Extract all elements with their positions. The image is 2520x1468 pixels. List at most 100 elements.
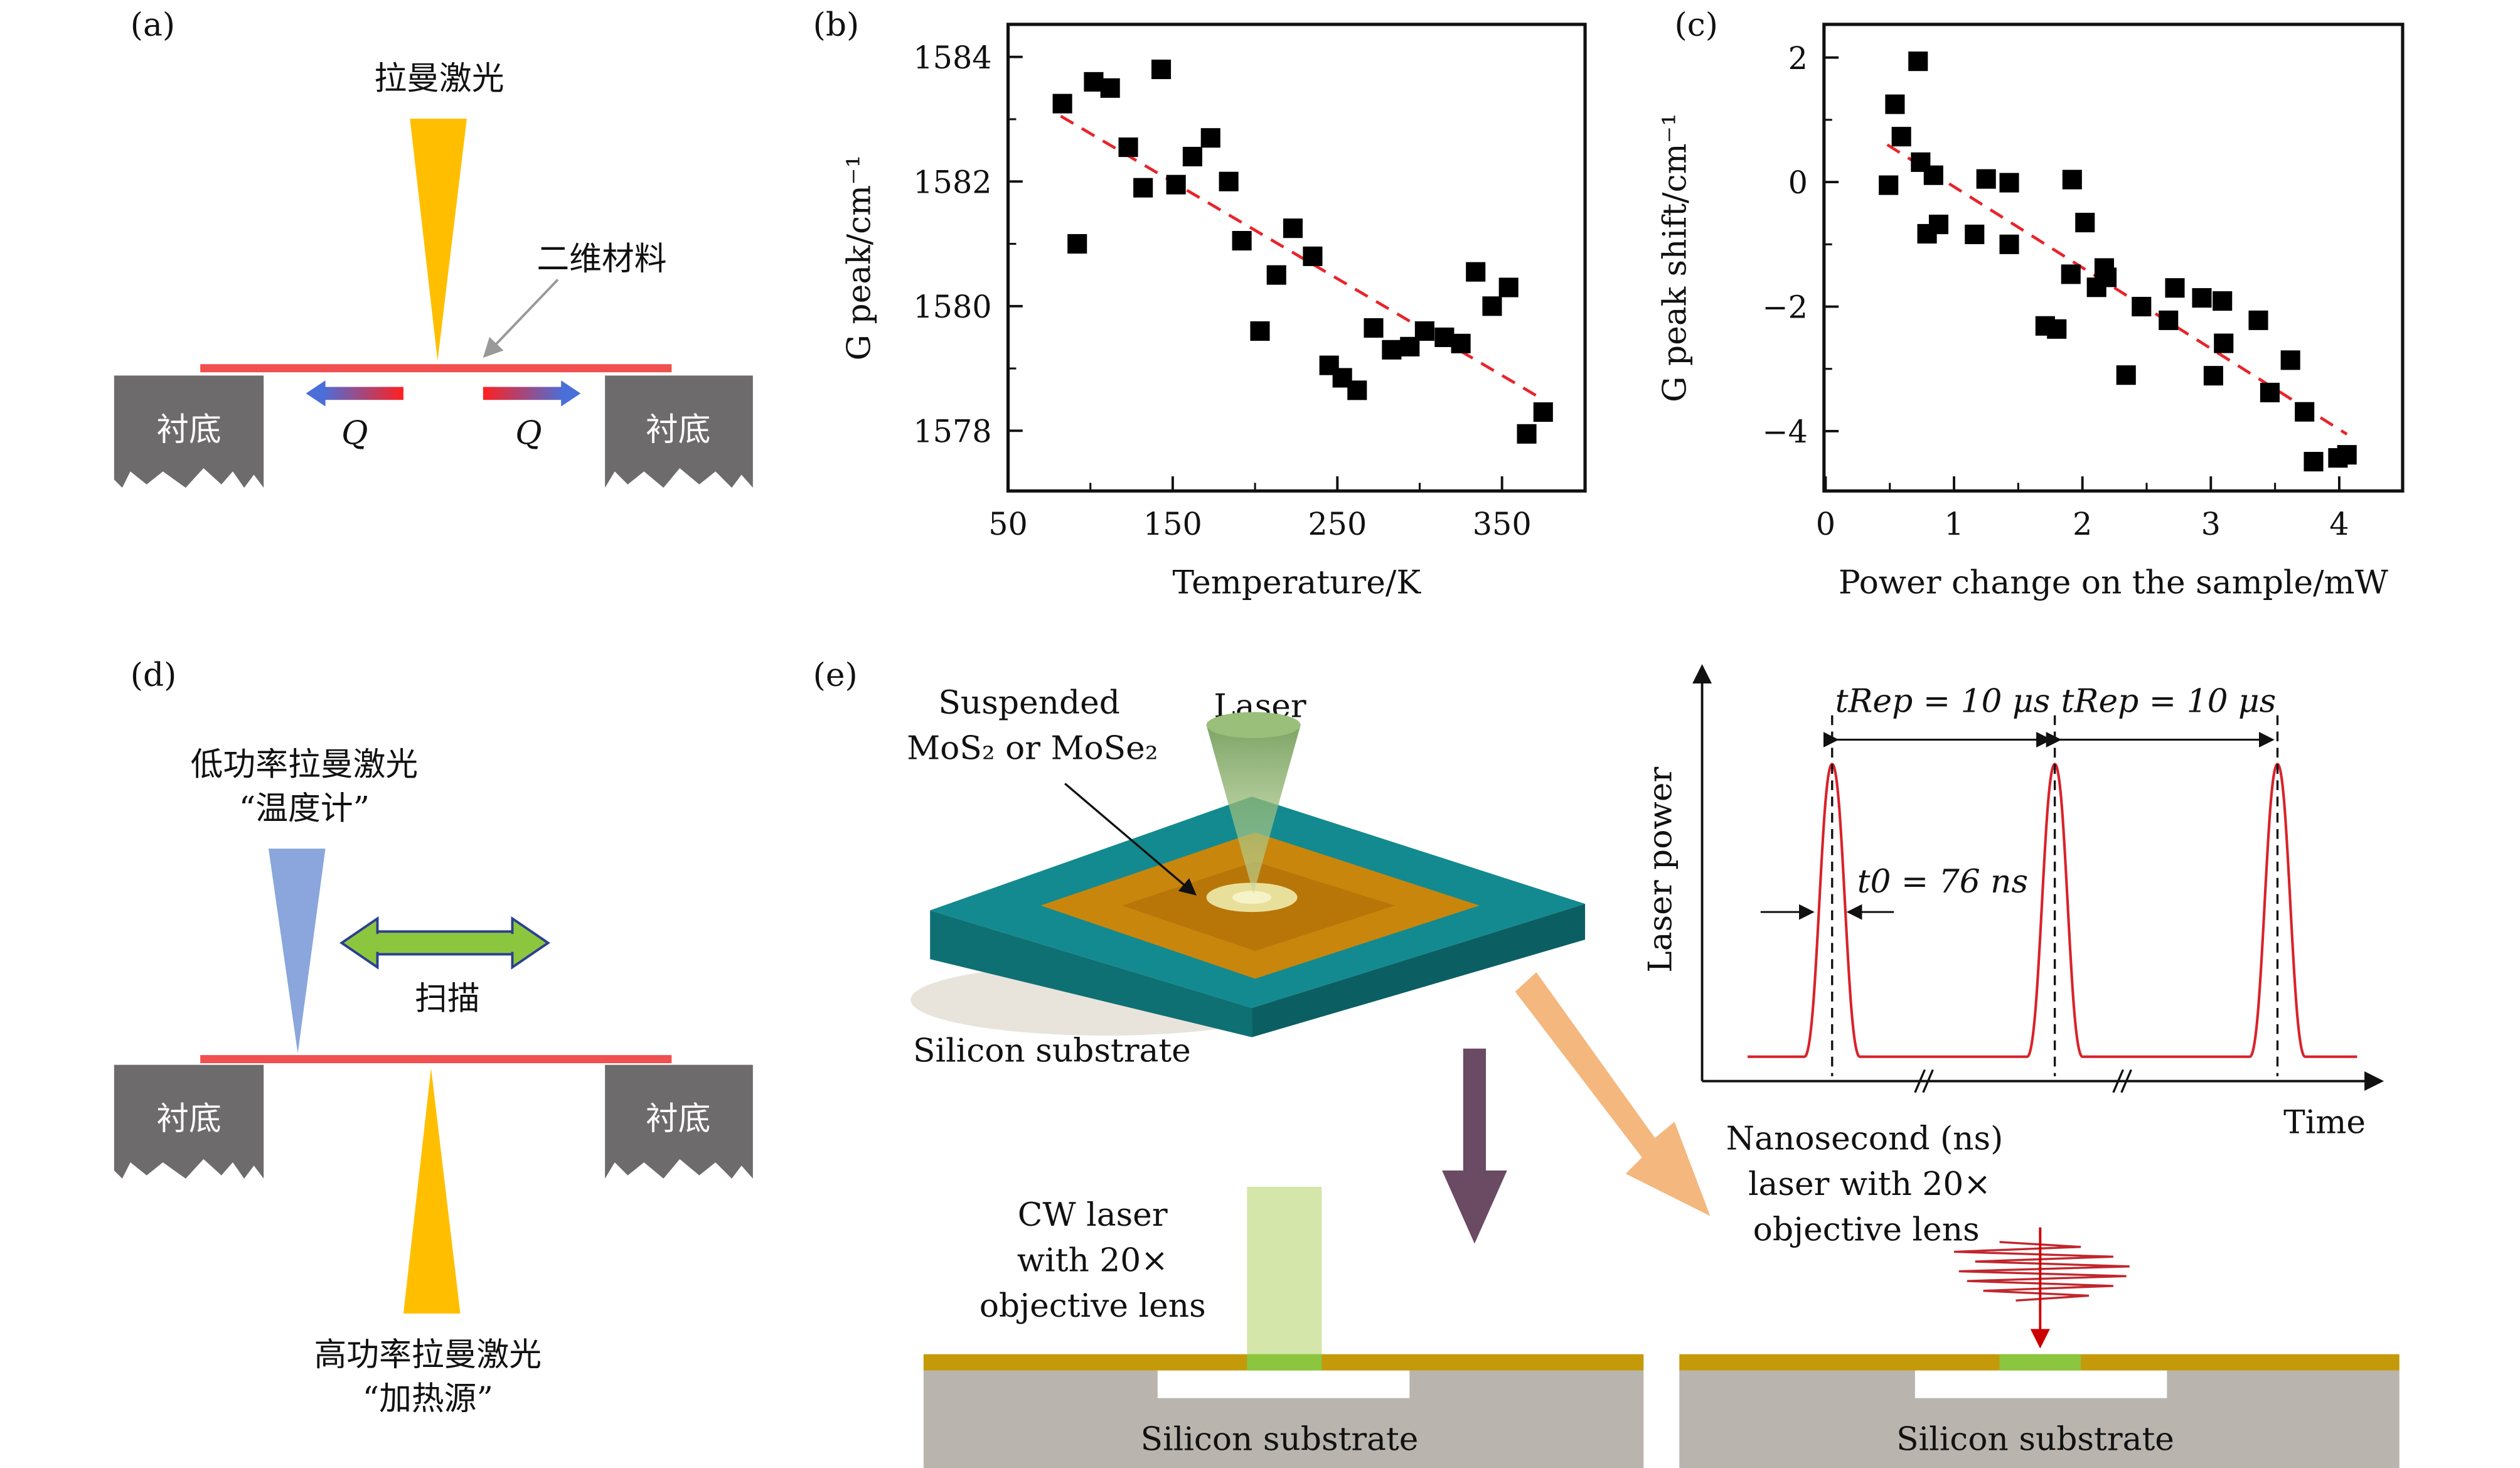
cw-laser-beam: [1247, 1186, 1322, 1354]
data-point: [2159, 310, 2179, 330]
data-point: [2061, 264, 2081, 284]
trep-label-1: tRep = 10 μs: [1835, 683, 2051, 721]
data-point: [2260, 382, 2280, 402]
data-point: [2337, 445, 2357, 465]
data-point: [1232, 231, 1252, 251]
down-arrow-cw: [1442, 1048, 1507, 1244]
data-point: [2086, 277, 2106, 297]
laser-cone: [1206, 712, 1301, 894]
pulse-plot: Laser power Time tRep = 10 μs tRep = 10 …: [1642, 664, 2384, 1141]
y-tick-label: 1580: [913, 289, 991, 325]
cw-structure: [923, 1186, 1644, 1468]
probe-role-label: “温度计”: [239, 790, 370, 827]
data-point: [1266, 265, 1286, 285]
data-point: [1250, 321, 1270, 341]
data-point: [1517, 424, 1537, 444]
probe-laser-beam: [268, 849, 326, 1054]
x-tick-label: 4: [2329, 506, 2349, 542]
x-tick-label: 2: [2073, 506, 2092, 542]
2d-material-film: [200, 364, 672, 373]
data-point: [2132, 296, 2152, 317]
data-point: [1533, 402, 1553, 422]
pulse-dashed-lines: [1831, 715, 2279, 1076]
data-point: [1434, 327, 1455, 347]
x-axis-label: Temperature/K: [1173, 564, 1422, 601]
laser-power-axis-label: Laser power: [1642, 767, 1679, 973]
x-tick-label: 350: [1473, 506, 1532, 542]
cw-laser-line2: with 20×: [1017, 1242, 1168, 1280]
data-point: [1364, 318, 1384, 338]
panel-c-label: (c): [1675, 6, 1718, 44]
data-point: [1451, 333, 1471, 353]
x-axis-label: Power change on the sample/mW: [1839, 564, 2389, 601]
y-axis-label: G peak shift/cm⁻¹: [1657, 113, 1694, 402]
substrate-left: [114, 1064, 264, 1179]
panel-a-label: (a): [131, 6, 175, 44]
scan-double-arrow: [339, 916, 550, 970]
raman-laser-beam: [410, 119, 467, 362]
data-point: [2295, 402, 2315, 422]
ns-laser-line2: laser with 20×: [1748, 1165, 1991, 1203]
data-point: [1885, 94, 1905, 114]
substrate-right: [605, 1064, 753, 1179]
ns-laser-line3: objective lens: [1753, 1211, 1980, 1248]
panel-d: (d) 低功率拉曼激光 “温度计” 扫描 衬底 衬底 高功率拉曼激光 “加热源”: [114, 656, 753, 1418]
data-point: [2214, 333, 2234, 353]
y-tick-label: 0: [1788, 164, 1808, 201]
silicon-substrate-right-label: Silicon substrate: [1896, 1421, 2174, 1459]
data-point: [1219, 171, 1239, 191]
substrate-right-label: 衬底: [646, 411, 711, 449]
data-point: [1891, 127, 1911, 147]
data-point: [1999, 173, 2019, 193]
data-point: [1100, 78, 1120, 98]
x-tick-label: 250: [1308, 506, 1367, 542]
data-point: [2304, 452, 2324, 472]
data-point: [1067, 233, 1087, 254]
material-pointer-arrow: [1064, 783, 1197, 896]
cw-laser-line1: CW laser: [1018, 1196, 1168, 1234]
material-pointer-arrow: [483, 279, 559, 358]
substrate-right-label: 衬底: [646, 1100, 711, 1138]
pulse-train: [1748, 763, 2357, 1058]
plot-frame: [1822, 23, 2405, 493]
y-tick-label: 1582: [913, 164, 991, 200]
substrate-left: [114, 375, 264, 488]
data-point: [1182, 146, 1202, 167]
data-point: [2062, 169, 2082, 190]
data-point: [1414, 321, 1434, 341]
data-point: [2075, 213, 2095, 233]
y-tick-label: −2: [1762, 289, 1808, 326]
x-tick-label: 50: [988, 506, 1028, 542]
substrate-left-label: 衬底: [156, 411, 222, 449]
data-point: [1133, 178, 1153, 198]
data-point: [1928, 215, 1949, 235]
heating-laser-beam: [403, 1068, 461, 1314]
data-point: [1965, 224, 1985, 244]
x-tick-label: 3: [2201, 506, 2221, 542]
data-point: [1151, 59, 1172, 80]
heating-laser-label: 高功率拉曼激光: [314, 1336, 542, 1374]
data-point: [1166, 174, 1186, 195]
data-point: [1498, 277, 1519, 297]
panel-e: (e) Suspended MoS₂ or MoSe₂ Laser Silico…: [813, 656, 2400, 1468]
silicon-substrate-label: Silicon substrate: [913, 1032, 1191, 1069]
ns-laser-line1: Nanosecond (ns): [1726, 1120, 2004, 1157]
y-tick-label: −4: [1762, 414, 1808, 450]
data-point: [1482, 296, 1502, 316]
data-point: [1052, 94, 1072, 114]
data-point: [1466, 262, 1486, 282]
data-point: [2192, 288, 2212, 308]
panel-a: (a) 拉曼激光 二维材料 衬底 衬底 Q Q: [114, 6, 753, 488]
chart-c: 0 1 2 3 4 2 0 −2 −4 Power change on the sample/mW…: [1657, 23, 2405, 601]
data-point: [1200, 128, 1220, 148]
chart-b: 50 150 250 350 1578 1580 1582 1584 Temperature/K…: [840, 23, 1587, 601]
x-tick-label: 0: [1816, 506, 1835, 542]
t0-label: t0 = 76 ns: [1857, 863, 2028, 901]
y-axis-label: G peak/cm⁻¹: [840, 155, 878, 361]
material-label: MoS₂ or MoSe₂: [907, 730, 1158, 768]
2d-material-film: [200, 1055, 672, 1064]
y-tick-label: 1584: [913, 40, 991, 76]
time-axis-label: Time: [2283, 1103, 2366, 1141]
scan-label: 扫描: [415, 980, 480, 1018]
